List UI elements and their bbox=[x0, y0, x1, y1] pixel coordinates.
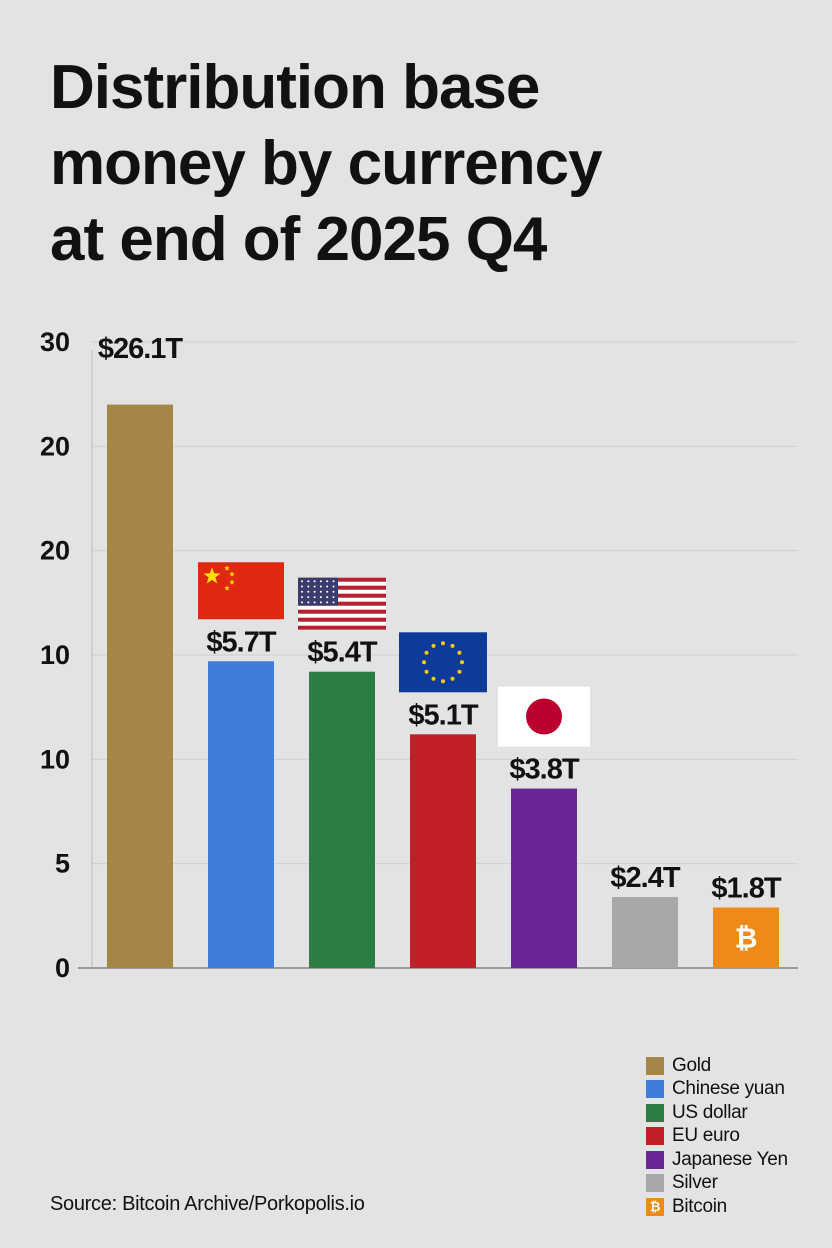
data-label: $5.1T bbox=[408, 699, 478, 731]
eu-flag-icon bbox=[399, 632, 487, 693]
legend-label: Japanese Yen bbox=[672, 1148, 788, 1170]
data-label: $26.1T bbox=[98, 333, 184, 365]
legend-swatch bbox=[646, 1080, 664, 1099]
legend-label: EU euro bbox=[672, 1125, 740, 1147]
legend-swatch bbox=[646, 1103, 664, 1122]
legend-swatch bbox=[646, 1174, 664, 1193]
china-flag-icon bbox=[198, 562, 284, 620]
japan-flag-icon bbox=[498, 686, 590, 747]
data-label: $2.4T bbox=[610, 862, 680, 894]
legend-item: US dollar bbox=[646, 1101, 788, 1125]
bar-silver bbox=[612, 897, 678, 968]
legend-swatch bbox=[646, 1127, 664, 1146]
data-label: $1.8T bbox=[711, 872, 781, 904]
legend-label: Silver bbox=[672, 1172, 718, 1194]
y-tick-label: 5 bbox=[55, 849, 70, 879]
bitcoin-icon: ₿ bbox=[646, 1197, 664, 1216]
data-label: $5.4T bbox=[307, 637, 377, 669]
source-note: Source: Bitcoin Archive/Porkopolis.io bbox=[50, 1193, 365, 1215]
legend-item: ₿ Bitcoin bbox=[646, 1195, 788, 1219]
legend-label: Bitcoin bbox=[672, 1195, 727, 1217]
legend-item: Chinese yuan bbox=[646, 1078, 788, 1102]
bar-gold bbox=[107, 404, 173, 969]
legend-label: US dollar bbox=[672, 1101, 748, 1123]
y-tick-label: 10 bbox=[40, 744, 70, 774]
bar-chinese-yuan bbox=[208, 661, 274, 968]
bar-eu-euro bbox=[410, 734, 476, 968]
data-label: $5.7T bbox=[206, 626, 276, 658]
legend-item: EU euro bbox=[646, 1125, 788, 1149]
usa-flag-icon bbox=[298, 577, 386, 630]
y-tick-label: 20 bbox=[40, 536, 70, 566]
legend-swatch bbox=[646, 1056, 664, 1075]
legend-label: Gold bbox=[672, 1054, 711, 1076]
data-label: $3.8T bbox=[509, 754, 579, 786]
legend-label: Chinese yuan bbox=[672, 1078, 785, 1100]
y-tick-label: 30 bbox=[40, 327, 70, 357]
y-tick-label: 10 bbox=[40, 640, 70, 670]
bar-japanese-yen bbox=[511, 788, 577, 968]
bar-bitcoin bbox=[713, 907, 779, 968]
legend: Gold Chinese yuan US dollar EU euro Japanese… bbox=[646, 1054, 788, 1219]
legend-swatch bbox=[646, 1150, 664, 1169]
y-tick-label: 20 bbox=[40, 431, 70, 461]
y-tick-label: 0 bbox=[55, 953, 70, 983]
bitcoin-icon: ₿ bbox=[735, 922, 758, 955]
legend-item: Japanese Yen bbox=[646, 1148, 788, 1172]
legend-item: Silver bbox=[646, 1172, 788, 1196]
bar-us-dollar bbox=[309, 671, 375, 968]
chart-title: Distribution base money by currency at e… bbox=[50, 53, 603, 274]
bar-chart: 0 5 10 10 20 20 30 $26.1T $5.7T $5.4T $5.1T $3.8T $2… bbox=[40, 327, 798, 983]
legend-item: Gold bbox=[646, 1054, 788, 1078]
